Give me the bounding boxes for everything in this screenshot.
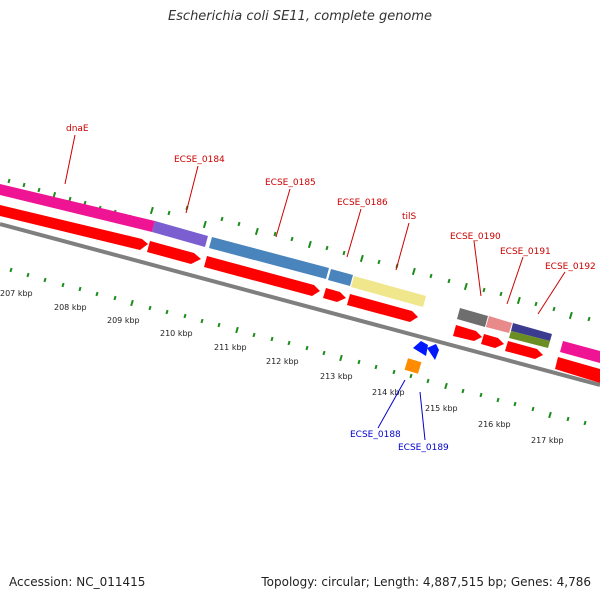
tick-label-209: 209 kbp [107, 316, 140, 325]
tick-label-215: 215 kbp [425, 404, 458, 413]
tick-label-217: 217 kbp [531, 436, 564, 445]
genome-backbone [0, 222, 600, 387]
forward-gene-band [0, 184, 600, 363]
bottom-gene-labels: ECSE_0188 ECSE_0189 [350, 379, 449, 453]
rna-gene-block [404, 358, 422, 374]
reverse-genes [404, 341, 439, 374]
gene-ECSE_0185-block [209, 237, 329, 279]
inner-tick-ring [9, 267, 587, 426]
forward-arrows [0, 205, 600, 383]
label-ECSE_0188: ECSE_0188 [350, 430, 401, 440]
genome-summary-text: Topology: circular; Length: 4,887,515 bp… [261, 575, 591, 589]
label-ECSE_0186: ECSE_0186 [337, 198, 388, 208]
label-ECSE_0185: ECSE_0185 [265, 178, 316, 188]
accession-text: Accession: NC_011415 [9, 575, 146, 589]
tick-label-210: 210 kbp [160, 329, 193, 338]
tick-label-213: 213 kbp [320, 372, 353, 381]
label-ECSE_0189: ECSE_0189 [398, 443, 449, 453]
tick-label-211: 211 kbp [214, 343, 247, 352]
tick-label-216: 216 kbp [478, 420, 511, 429]
gene-ECSE_0184-block [152, 221, 208, 247]
tick-label-207: 207 kbp [0, 289, 33, 298]
label-ECSE_0191: ECSE_0191 [500, 247, 551, 257]
tick-label-208: 208 kbp [54, 303, 87, 312]
label-tilS: tilS [402, 212, 417, 222]
gene-ECSE_0191-block [486, 316, 512, 333]
label-ECSE_0190: ECSE_0190 [450, 232, 501, 242]
gene-dnaE-block [0, 184, 155, 232]
gene-ECSE_0192-sub-block [509, 331, 550, 348]
gene-next-block [560, 341, 600, 363]
gene-ECSE_0189-arrow [427, 344, 439, 360]
map-title: Escherichia coli SE11, complete genome [167, 9, 433, 24]
tick-label-214: 214 kbp [372, 388, 405, 397]
label-ECSE_0184: ECSE_0184 [174, 155, 225, 165]
gene-ECSE_0186-block [328, 269, 353, 286]
gene-ECSE_0190-block [457, 308, 488, 327]
gene-tilS-block [351, 276, 426, 307]
gene-ECSE_0188-arrow [413, 341, 428, 356]
outer-tick-ring [7, 178, 591, 322]
label-dnaE: dnaE [66, 124, 89, 134]
gene-ECSE_0192-block [511, 323, 552, 341]
label-ECSE_0192: ECSE_0192 [545, 262, 596, 272]
tick-labels: 207 kbp 208 kbp 209 kbp 210 kbp 211 kbp … [0, 289, 564, 445]
tick-label-212: 212 kbp [266, 357, 299, 366]
top-gene-labels: dnaE ECSE_0184 ECSE_0185 ECSE_0186 tilS … [64, 124, 596, 315]
